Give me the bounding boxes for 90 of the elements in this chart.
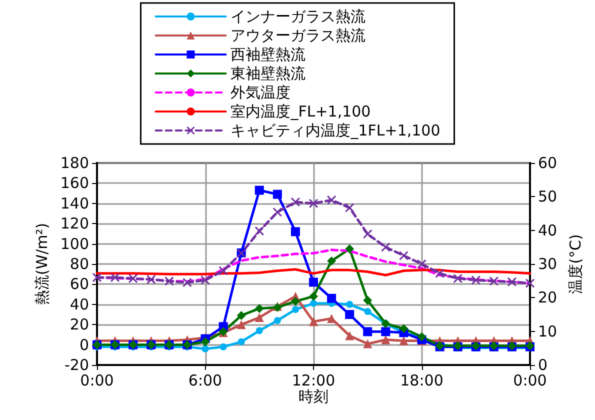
point [309, 278, 318, 287]
point [238, 338, 245, 346]
point [507, 277, 516, 286]
legend-label: アウターガラス熱流 [230, 26, 366, 44]
point [526, 278, 534, 288]
point [309, 292, 318, 301]
point [218, 266, 228, 276]
point [381, 335, 390, 344]
point [345, 244, 354, 254]
point [236, 311, 246, 320]
y2-tick-label: 60 [538, 154, 558, 172]
point [254, 226, 264, 236]
legend-label: 東袖壁熱流 [230, 64, 306, 82]
y2-axis-title: 温度(°C) [566, 234, 584, 294]
point [182, 278, 192, 288]
legend-label: 西袖壁熱流 [230, 46, 306, 64]
point [254, 304, 264, 313]
point [290, 296, 300, 306]
point [220, 343, 227, 350]
y2-tick-label: 10 [538, 322, 558, 340]
point [327, 196, 336, 205]
point [435, 268, 444, 278]
y-tick-label: 0 [79, 336, 89, 354]
point [290, 198, 300, 207]
y2-tick-label: 50 [538, 188, 558, 206]
x-tick-label: 12:00 [292, 372, 336, 390]
point [399, 324, 408, 334]
point [327, 256, 336, 266]
x-axis-title: 時刻 [298, 388, 328, 406]
y2-tick-label: 30 [538, 255, 558, 273]
point [489, 276, 498, 286]
y-axis-title: 熱流(W/m²) [32, 222, 51, 306]
y2-tick-label: 40 [538, 221, 558, 240]
point [363, 296, 372, 305]
point [310, 300, 317, 307]
point [381, 327, 390, 336]
y-tick-label: -20 [64, 356, 89, 374]
point [254, 313, 264, 322]
y-tick-label: 140 [60, 194, 89, 212]
point [346, 300, 354, 308]
y-tick-label: 120 [60, 214, 89, 233]
point [272, 190, 282, 199]
point [309, 317, 318, 326]
point [363, 339, 372, 348]
point [471, 276, 480, 285]
y-tick-label: 40 [70, 295, 89, 314]
point [453, 274, 462, 283]
point [128, 274, 138, 283]
point [364, 308, 372, 315]
point [254, 186, 264, 195]
legend-label: キャビティ内温度_1FL+1,100 [230, 122, 440, 140]
point [274, 317, 281, 324]
legend-label: インナーガラス熱流 [230, 8, 366, 26]
y-tick-label: 60 [70, 275, 89, 294]
point [236, 320, 246, 330]
point [110, 272, 120, 282]
x-tick-label: 18:00 [400, 372, 444, 390]
y-tick-label: 160 [60, 174, 89, 192]
point [146, 274, 156, 284]
point [345, 331, 354, 340]
point [309, 198, 318, 208]
point [202, 345, 209, 352]
point [290, 227, 300, 236]
y2-tick-label: 20 [538, 288, 558, 307]
x-tick-label: 6:00 [188, 372, 222, 390]
point [381, 242, 390, 252]
y-tick-label: 80 [70, 255, 89, 273]
point [345, 203, 354, 212]
y-tick-label: 180 [60, 154, 89, 172]
legend-label: 室内温度_FL+1,100 [230, 102, 371, 120]
point [92, 272, 102, 282]
point [363, 230, 372, 239]
y-tick-label: 20 [70, 316, 89, 334]
point [272, 208, 282, 217]
point [345, 310, 354, 319]
y2-tick-label: 0 [538, 356, 548, 374]
point [327, 294, 336, 303]
x-tick-label: 0:00 [80, 372, 114, 390]
point [292, 306, 299, 313]
point [164, 276, 174, 286]
point [417, 260, 426, 268]
point [200, 337, 210, 346]
point [200, 276, 210, 285]
y-tick-label: 100 [60, 234, 89, 253]
point [399, 336, 408, 346]
point [256, 327, 263, 334]
point [363, 327, 372, 336]
point [399, 251, 408, 260]
x-tick-label: 0:00 [513, 372, 547, 390]
legend-label: 外気温度 [230, 84, 291, 102]
